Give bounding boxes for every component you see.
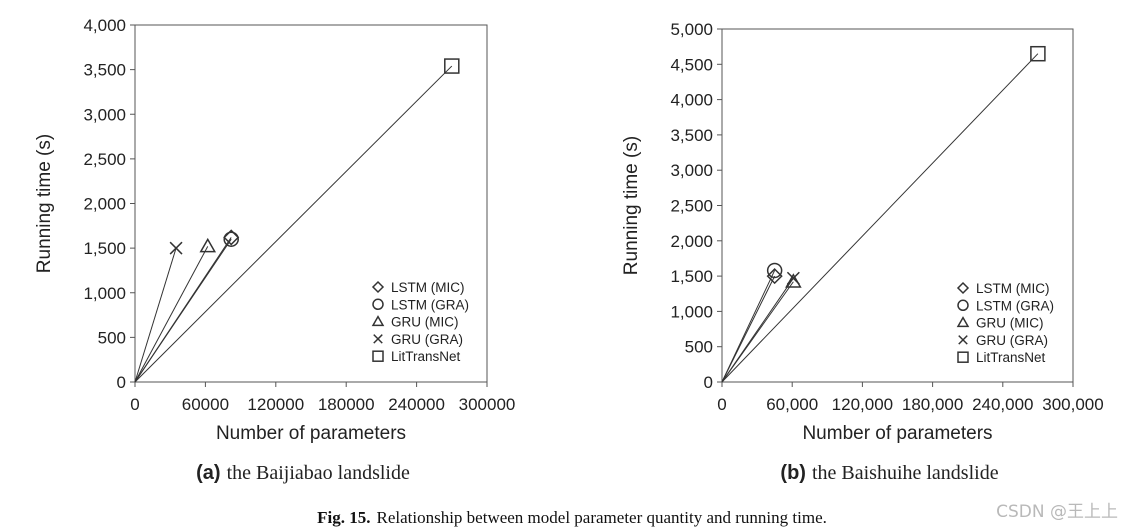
- panel-a-subtitle: (a) the Baijiabao landslide: [196, 462, 410, 484]
- panel-b-x-tick-label: 60,000: [766, 395, 818, 414]
- caption-text: Relationship between model parameter qua…: [376, 508, 826, 527]
- panel-a-x-tick-label: 120000: [247, 395, 304, 414]
- panel-b-x-tick-label: 0: [717, 395, 726, 414]
- panel-b: 0 500 1,000 1,500 2,000 2,500 3,000 3,500 4,000 4…: [621, 20, 1104, 484]
- panel-b-y-tick-label: 1,500: [670, 267, 713, 286]
- panel-b-x-tick-label: 120,000: [832, 395, 893, 414]
- panel-b-point-lstm-mic: [766, 268, 783, 285]
- panel-a-connector-line: [134, 247, 177, 383]
- panel-a-point-lstm-mic: [223, 229, 240, 246]
- panel-a-legend-label: LitTransNet: [391, 349, 461, 364]
- panel-a-y-axis-title: Running time (s): [34, 134, 55, 273]
- panel-a-y-tick-label: 0: [117, 373, 126, 392]
- panel-a-legend-marker: [373, 334, 383, 344]
- panel-b-legend-marker: [956, 281, 970, 295]
- watermark-text: CSDN @王上上: [996, 502, 1118, 522]
- panel-a-x-axis-title: Number of parameters: [216, 423, 406, 444]
- panel-b-point-gru-gra: [786, 271, 800, 285]
- panel-a-legend-marker: [372, 350, 384, 362]
- panel-b-legend-marker: [958, 335, 968, 345]
- panel-a-legend-marker-stroke-2: [373, 334, 383, 344]
- panel-a-legend-label: GRU (MIC): [391, 315, 459, 330]
- panel-a-y-tick-label: 2,000: [83, 195, 126, 214]
- panel-b-point-gru-gra-stroke-2: [786, 271, 800, 285]
- panel-a-legend-marker: [371, 280, 385, 294]
- panel-a-subtitle-label: (a): [196, 462, 220, 484]
- panel-b-x-tick-label: 180,000: [902, 395, 963, 414]
- panel-a-legend-marker: [371, 315, 385, 327]
- panel-a-connector-line: [134, 238, 232, 383]
- panel-b-y-tick-label: 0: [704, 373, 713, 392]
- panel-a: 0 500 1,000 1,500 2,000 2,500 3,000 3,500 4,000 0…: [34, 16, 515, 484]
- panel-a-connector-line: [134, 65, 453, 383]
- panel-a-x-tick-label: 60000: [182, 395, 229, 414]
- panel-b-legend-marker: [957, 351, 969, 363]
- panel-a-y-tick-label: 2,500: [83, 150, 126, 169]
- panel-a-legend: LSTM (MIC) LSTM (GRA) GRU (MIC) GRU (GRA) Li…: [371, 280, 469, 364]
- figure-caption: Fig. 15. Relationship between model param…: [317, 508, 827, 527]
- panel-b-y-tick-label: 2,500: [670, 197, 713, 216]
- panel-b-y-axis-title: Running time (s): [621, 136, 642, 275]
- panel-b-y-tick-label: 4,000: [670, 91, 713, 110]
- panel-b-connector-line: [721, 53, 1039, 383]
- panel-a-point-lstm-gra: [223, 231, 239, 247]
- panel-a-x-tick-label: 240000: [388, 395, 445, 414]
- panel-a-y-tick-label: 3,500: [83, 61, 126, 80]
- panel-b-point-littransnet: [1030, 45, 1046, 62]
- panel-a-subtitle-text: the Baijiabao landslide: [227, 462, 410, 484]
- panel-b-x-axis-title: Number of parameters: [802, 423, 992, 444]
- panel-b-y-tick-label: 4,500: [670, 55, 713, 74]
- panel-b-legend: LSTM (MIC) LSTM (GRA) GRU (MIC) GRU (GRA) Li…: [956, 281, 1054, 365]
- panel-a-point-gru-gra-stroke-2: [169, 241, 183, 255]
- panel-b-subtitle: (b) the Baishuihe landslide: [780, 462, 998, 484]
- panel-a-y-tick-label: 500: [98, 328, 126, 347]
- panel-a-y-tick-label: 1,000: [83, 284, 126, 303]
- panel-a-x-tick-label: 180000: [318, 395, 375, 414]
- panel-a-legend-marker: [372, 298, 384, 311]
- panel-b-y-tick-label: 5,000: [670, 20, 713, 39]
- panel-b-x-tick-label: 240,000: [972, 395, 1033, 414]
- panel-b-connector-line: [721, 277, 794, 383]
- panel-a-point-gru-gra: [169, 241, 183, 255]
- panel-a-legend-label: LSTM (MIC): [391, 280, 465, 295]
- panel-a-x-tick-label: 300000: [459, 395, 516, 414]
- panel-a-legend-label: GRU (GRA): [391, 332, 463, 347]
- panel-b-legend-label: LSTM (MIC): [976, 281, 1050, 296]
- panel-b-y-tick-label: 2,000: [670, 232, 713, 251]
- panel-a-connector-line: [134, 246, 209, 383]
- panel-b-legend-marker: [956, 316, 970, 328]
- panel-b-y-tick-label: 500: [685, 338, 713, 357]
- panel-b-subtitle-label: (b): [780, 462, 806, 484]
- panel-a-x-tick-label: 0: [130, 395, 139, 414]
- panel-b-legend-label: GRU (GRA): [976, 333, 1048, 348]
- panel-b-legend-label: GRU (MIC): [976, 316, 1044, 331]
- panel-a-point-littransnet: [444, 58, 460, 74]
- panel-b-subtitle-text: the Baishuihe landslide: [812, 462, 999, 484]
- panel-b-connector-line: [721, 270, 776, 383]
- panel-b-point-lstm-gra: [766, 262, 783, 279]
- panel-b-legend-label: LSTM (GRA): [976, 298, 1054, 313]
- svg-text:Fig. 15.Relationship between m: Fig. 15. Relationship between model param…: [317, 508, 827, 527]
- panel-b-y-tick-label: 1,000: [670, 302, 713, 321]
- panel-b-legend-marker: [957, 299, 969, 312]
- panel-a-legend-label: LSTM (GRA): [391, 297, 469, 312]
- panel-a-point-gru-mic: [199, 237, 217, 253]
- panel-b-x-tick-label: 300,000: [1042, 395, 1103, 414]
- panel-b-y-tick-label: 3,000: [670, 161, 713, 180]
- panel-a-y-tick-label: 3,000: [83, 105, 126, 124]
- panel-b-legend-marker-stroke-2: [958, 335, 968, 345]
- panel-b-legend-label: LitTransNet: [976, 350, 1046, 365]
- caption-label: Fig. 15.: [317, 508, 370, 527]
- panel-b-y-tick-label: 3,500: [670, 126, 713, 145]
- panel-a-y-tick-label: 1,500: [83, 239, 126, 258]
- panel-a-y-tick-label: 4,000: [83, 16, 126, 35]
